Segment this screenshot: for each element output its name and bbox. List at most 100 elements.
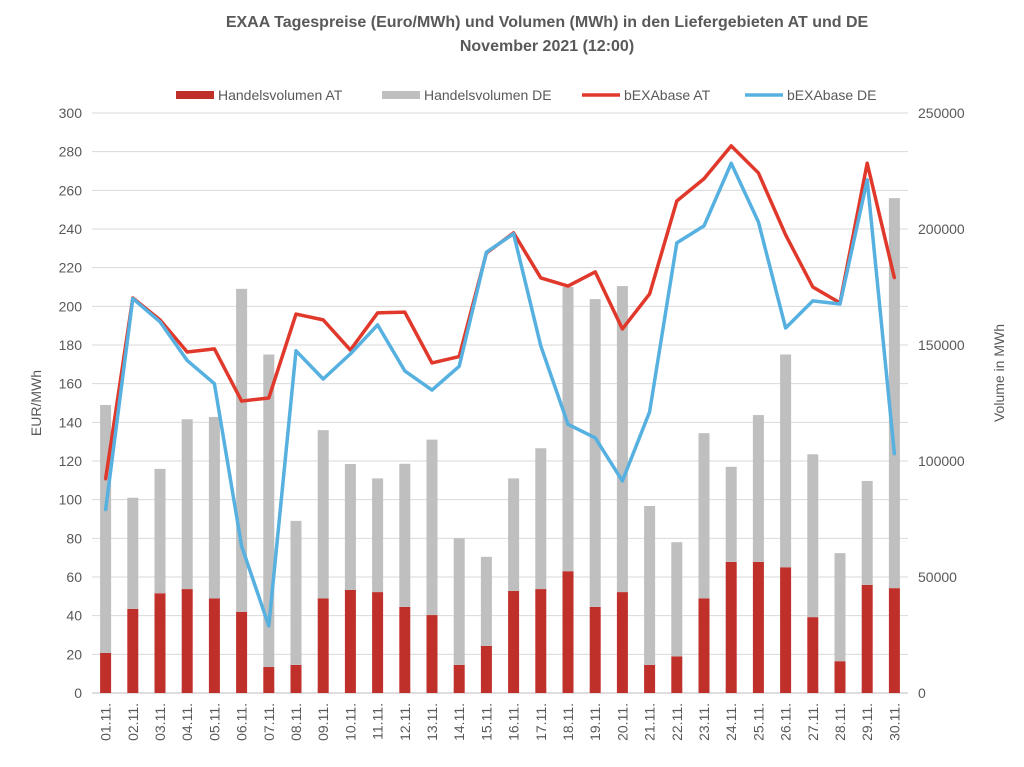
x-axis: 01.11. 02.11. 03.11. 04.11. 05.11. 06.11. 07.1… [98,703,903,741]
x-tick-label: 26.11. [778,703,794,741]
x-tick-label: 24.11. [723,703,739,741]
x-tick-label: 15.11. [478,703,494,741]
y2-tick-label: 50000 [918,569,957,585]
y-tick-label: 100 [59,492,83,508]
x-tick-label: 08.11. [288,703,304,741]
point-bexabase-at [892,276,896,280]
point-bexabase-de [457,364,461,368]
bar-handelsvolumen-de [127,497,139,609]
bar-handelsvolumen-de [780,354,792,568]
x-tick-label: 30.11. [886,703,902,741]
point-bexabase-de [267,624,271,628]
bar-handelsvolumen-at [236,611,248,693]
bar-handelsvolumen-de [752,415,764,562]
y-tick-label: 240 [59,221,83,237]
y-tick-label: 60 [66,569,82,585]
bar-handelsvolumen-de [834,553,846,662]
point-bexabase-at [321,318,325,322]
y2-tick-label: 0 [918,685,926,701]
point-bexabase-de [185,358,189,362]
bar-handelsvolumen-at [290,664,302,693]
bar-handelsvolumen-at [453,664,465,693]
x-tick-label: 19.11. [587,703,603,741]
bar-handelsvolumen-de [535,448,547,590]
x-tick-label: 04.11. [179,703,195,741]
bar-handelsvolumen-de [399,463,411,607]
point-bexabase-de [403,369,407,373]
bar-handelsvolumen-de [372,478,384,593]
y-tick-label: 160 [59,376,83,392]
point-bexabase-de [648,410,652,414]
line-bexabase-de [103,161,897,628]
point-bexabase-de [729,161,733,165]
bar-handelsvolumen-at [317,598,329,693]
bar-handelsvolumen-at [535,589,547,693]
point-bexabase-at [185,350,189,354]
point-bexabase-de [811,299,815,303]
x-tick-label: 07.11. [261,703,277,741]
bar-handelsvolumen-at [562,571,574,693]
x-tick-label: 17.11. [533,703,549,741]
y-tick-label: 80 [66,530,82,546]
bar-handelsvolumen-at [372,592,384,693]
point-bexabase-at [267,396,271,400]
bar-handelsvolumen-at [399,606,411,693]
bar-handelsvolumen-at [644,664,656,693]
lines [103,144,897,628]
point-bexabase-at [648,292,652,296]
bar-handelsvolumen-at [671,656,683,693]
line-bexabase-at [103,144,897,480]
point-bexabase-de [702,224,706,228]
legend-label: bEXAbase AT [624,87,711,103]
bar-handelsvolumen-de [181,419,193,590]
point-bexabase-at [865,161,869,165]
bar-handelsvolumen-de [725,466,737,562]
y-tick-label: 40 [66,608,82,624]
bar-handelsvolumen-de [644,506,656,665]
bar-handelsvolumen-de [426,439,438,616]
point-bexabase-de [484,250,488,254]
bar-handelsvolumen-at [127,608,139,693]
bar-handelsvolumen-de [616,286,628,593]
y2-tick-label: 150000 [918,337,965,353]
bar-handelsvolumen-de [508,478,520,591]
bar-handelsvolumen-at [480,645,492,693]
bar-handelsvolumen-de [154,468,166,594]
point-bexabase-de [512,232,516,236]
point-bexabase-at [566,284,570,288]
bar-handelsvolumen-de [317,430,329,599]
bar-handelsvolumen-at [807,617,819,693]
point-bexabase-at [430,361,434,365]
bar-handelsvolumen-at [100,652,112,693]
legend-swatch [382,91,420,99]
x-tick-label: 16.11. [506,703,522,741]
point-bexabase-de [376,323,380,327]
y2-tick-label: 200000 [918,221,965,237]
point-bexabase-de [566,422,570,426]
point-bexabase-at [539,276,543,280]
legend: Handelsvolumen AT Handelsvolumen DE bEXAba… [176,87,877,103]
bar-handelsvolumen-at [508,590,520,693]
bar-handelsvolumen-at [208,598,220,693]
bar-handelsvolumen-de [480,556,492,646]
bar-handelsvolumen-de [290,520,302,665]
bar-handelsvolumen-at [344,589,356,693]
bar-handelsvolumen-at [752,561,764,693]
point-bexabase-de [756,220,760,224]
point-bexabase-at [784,233,788,237]
point-bexabase-de [131,297,135,301]
bar-handelsvolumen-at [616,592,628,693]
point-bexabase-at [620,327,624,331]
point-bexabase-de [892,452,896,456]
y-tick-label: 280 [59,144,83,160]
x-tick-label: 21.11. [642,703,658,741]
y-tick-label: 180 [59,337,83,353]
x-tick-label: 06.11. [234,703,250,741]
bar-handelsvolumen-at [589,606,601,693]
bar-handelsvolumen-at [263,667,275,693]
point-bexabase-de [675,241,679,245]
bar-handelsvolumen-de [208,416,220,599]
y-tick-label: 300 [59,105,83,121]
x-tick-label: 09.11. [315,703,331,741]
